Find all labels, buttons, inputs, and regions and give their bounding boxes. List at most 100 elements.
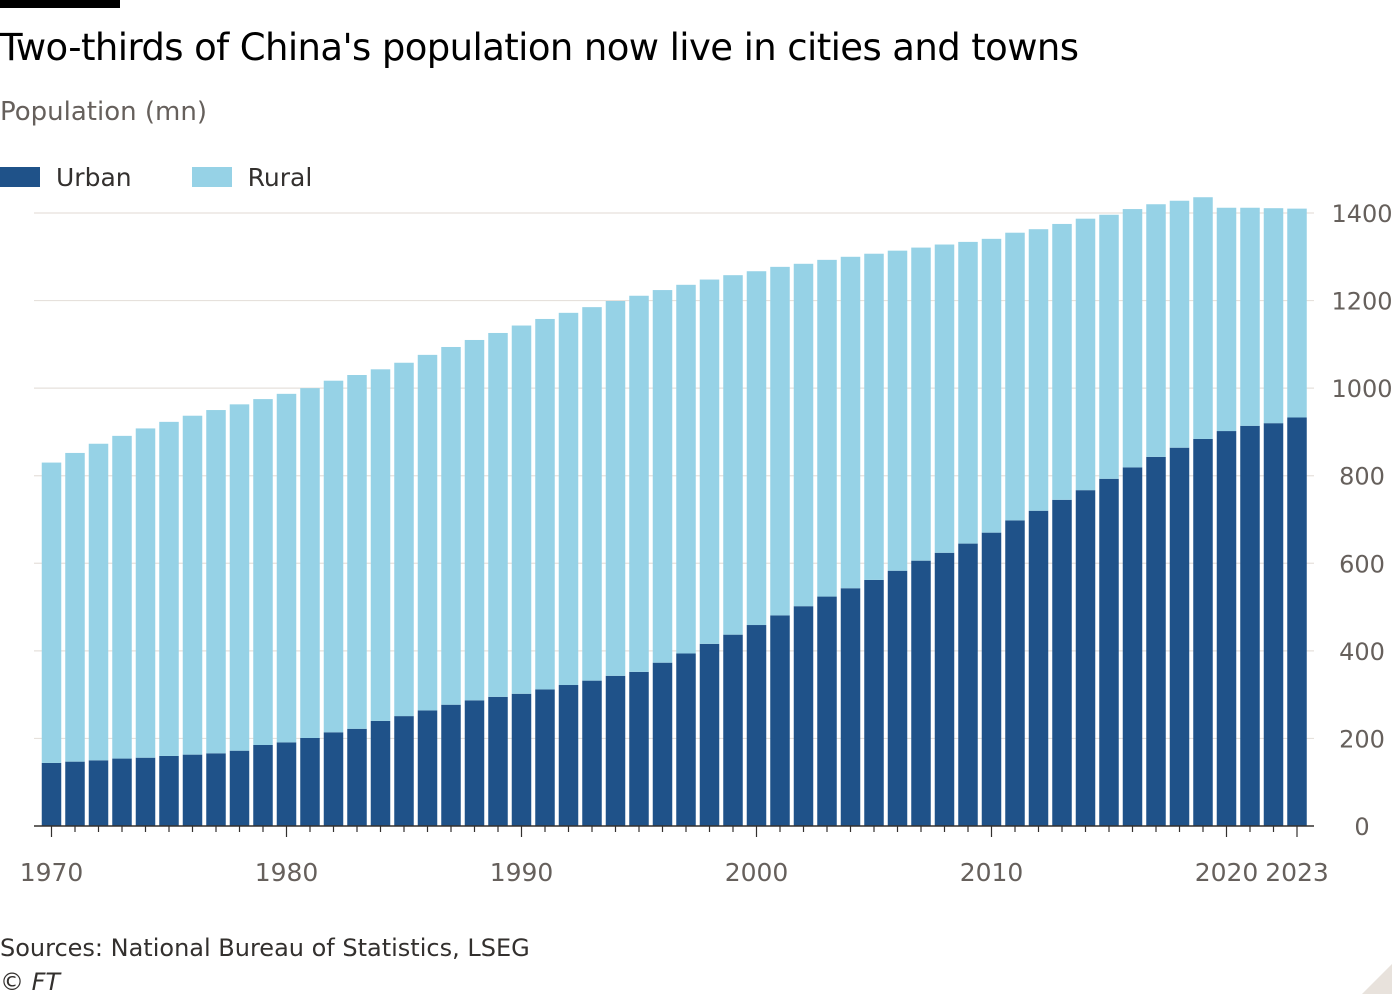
- bar-urban-2006: [887, 570, 908, 826]
- bar-urban-1993: [582, 680, 602, 826]
- bar-urban-1984: [370, 720, 391, 826]
- bar-rural-1995: [629, 295, 649, 672]
- bar-urban-2020: [1216, 431, 1237, 826]
- bar-rural-2016: [1122, 209, 1143, 468]
- bar-rural-2008: [934, 244, 955, 553]
- bar-urban-1986: [417, 710, 438, 826]
- bar-rural-2020: [1216, 207, 1237, 432]
- bar-urban-2015: [1099, 478, 1119, 826]
- bar-urban-2004: [840, 588, 861, 826]
- bar-rural-2021: [1240, 207, 1260, 426]
- bar-urban-2012: [1028, 510, 1049, 826]
- bar-urban-2003: [817, 596, 837, 826]
- y-tick-label: 400: [1339, 638, 1385, 666]
- bar-urban-1975: [159, 755, 179, 826]
- x-tick-label: 1980: [255, 858, 319, 887]
- bar-rural-2012: [1028, 229, 1049, 511]
- bar-rural-2022: [1263, 208, 1284, 424]
- bar-rural-1988: [464, 339, 485, 701]
- bars: [41, 197, 1307, 826]
- bar-urban-2001: [770, 615, 790, 826]
- bar-urban-1996: [652, 662, 673, 826]
- bar-rural-1998: [699, 279, 720, 644]
- bar-urban-1982: [323, 732, 344, 826]
- bar-rural-2007: [911, 247, 931, 561]
- bar-rural-2019: [1193, 197, 1213, 439]
- stacked-bar-chart: 0 200 400 600 800 1000 1200 1400 1970 1980 1990 200…: [20, 197, 1393, 887]
- bar-rural-1979: [253, 399, 273, 745]
- x-tick-label: 2010: [960, 858, 1024, 887]
- y-tick-label: 600: [1339, 550, 1385, 578]
- bar-urban-2023: [1287, 417, 1307, 826]
- bar-rural-2009: [958, 241, 978, 544]
- legend-item-rural: Rural: [191, 162, 313, 192]
- legend-swatch-rural: [191, 167, 232, 187]
- bar-rural-2013: [1052, 223, 1072, 500]
- bar-urban-1974: [135, 757, 156, 826]
- y-tick-label: 0: [1354, 813, 1369, 841]
- bar-rural-1971: [65, 452, 85, 762]
- bar-rural-2015: [1099, 214, 1119, 479]
- bar-urban-2005: [864, 579, 884, 826]
- brand-bar: [0, 0, 120, 8]
- bar-rural-1990: [511, 325, 532, 694]
- y-tick-label: 200: [1339, 725, 1385, 753]
- bar-rural-1989: [488, 332, 508, 697]
- bar-rural-1983: [347, 375, 367, 729]
- bar-rural-2000: [746, 271, 767, 626]
- bar-rural-1985: [394, 362, 414, 717]
- x-tick-label: 1990: [490, 858, 554, 887]
- x-tick-label: 1970: [20, 858, 84, 887]
- bar-rural-1994: [605, 301, 626, 676]
- bar-rural-1972: [88, 443, 109, 761]
- y-tick-label: 1000: [1331, 375, 1392, 403]
- bar-rural-2005: [864, 253, 884, 580]
- bar-urban-2000: [746, 625, 767, 826]
- bar-rural-1991: [535, 318, 555, 690]
- bar-urban-1992: [558, 685, 579, 826]
- bar-rural-1999: [723, 275, 743, 635]
- bar-urban-1999: [723, 634, 743, 826]
- bar-rural-2002: [793, 263, 814, 607]
- bar-rural-2003: [817, 259, 837, 597]
- bar-urban-1995: [629, 671, 649, 826]
- bar-rural-1982: [323, 380, 344, 733]
- bar-urban-1981: [300, 737, 320, 826]
- legend-label-rural: Rural: [247, 162, 313, 192]
- bar-rural-2018: [1169, 200, 1190, 448]
- bar-rural-1993: [582, 307, 602, 681]
- bar-urban-1980: [276, 742, 297, 826]
- bar-urban-1988: [464, 700, 485, 826]
- bar-rural-1978: [229, 404, 250, 751]
- bar-urban-2018: [1169, 447, 1190, 826]
- bar-urban-2013: [1052, 499, 1072, 826]
- bar-urban-1985: [394, 716, 414, 826]
- bar-urban-2002: [793, 606, 814, 826]
- copyright-note: © FT: [0, 968, 61, 996]
- bar-urban-2011: [1005, 520, 1025, 826]
- bar-rural-2017: [1146, 204, 1166, 457]
- bar-rural-1973: [112, 435, 132, 759]
- bar-urban-1997: [676, 653, 696, 826]
- bar-rural-1977: [206, 410, 226, 754]
- bar-urban-2017: [1146, 456, 1166, 826]
- bar-rural-2006: [887, 250, 908, 571]
- bar-rural-2001: [770, 266, 790, 616]
- bar-urban-1976: [182, 754, 203, 826]
- bar-rural-1970: [41, 462, 62, 763]
- bar-rural-1987: [441, 346, 461, 705]
- y-tick-label: 800: [1339, 463, 1385, 491]
- bar-rural-2004: [840, 256, 861, 589]
- bar-urban-2021: [1240, 425, 1260, 826]
- bar-urban-1994: [605, 675, 626, 826]
- bar-urban-2007: [911, 560, 931, 826]
- gridlines: [34, 212, 1314, 740]
- bar-urban-2008: [934, 552, 955, 826]
- legend-item-urban: Urban: [0, 163, 132, 192]
- y-tick-label: 1400: [1331, 200, 1392, 228]
- bar-urban-2016: [1122, 467, 1143, 826]
- bar-urban-1978: [229, 750, 250, 826]
- x-tick-label: 2020: [1195, 858, 1259, 887]
- bar-urban-1971: [65, 761, 85, 826]
- bar-urban-1970: [41, 762, 62, 826]
